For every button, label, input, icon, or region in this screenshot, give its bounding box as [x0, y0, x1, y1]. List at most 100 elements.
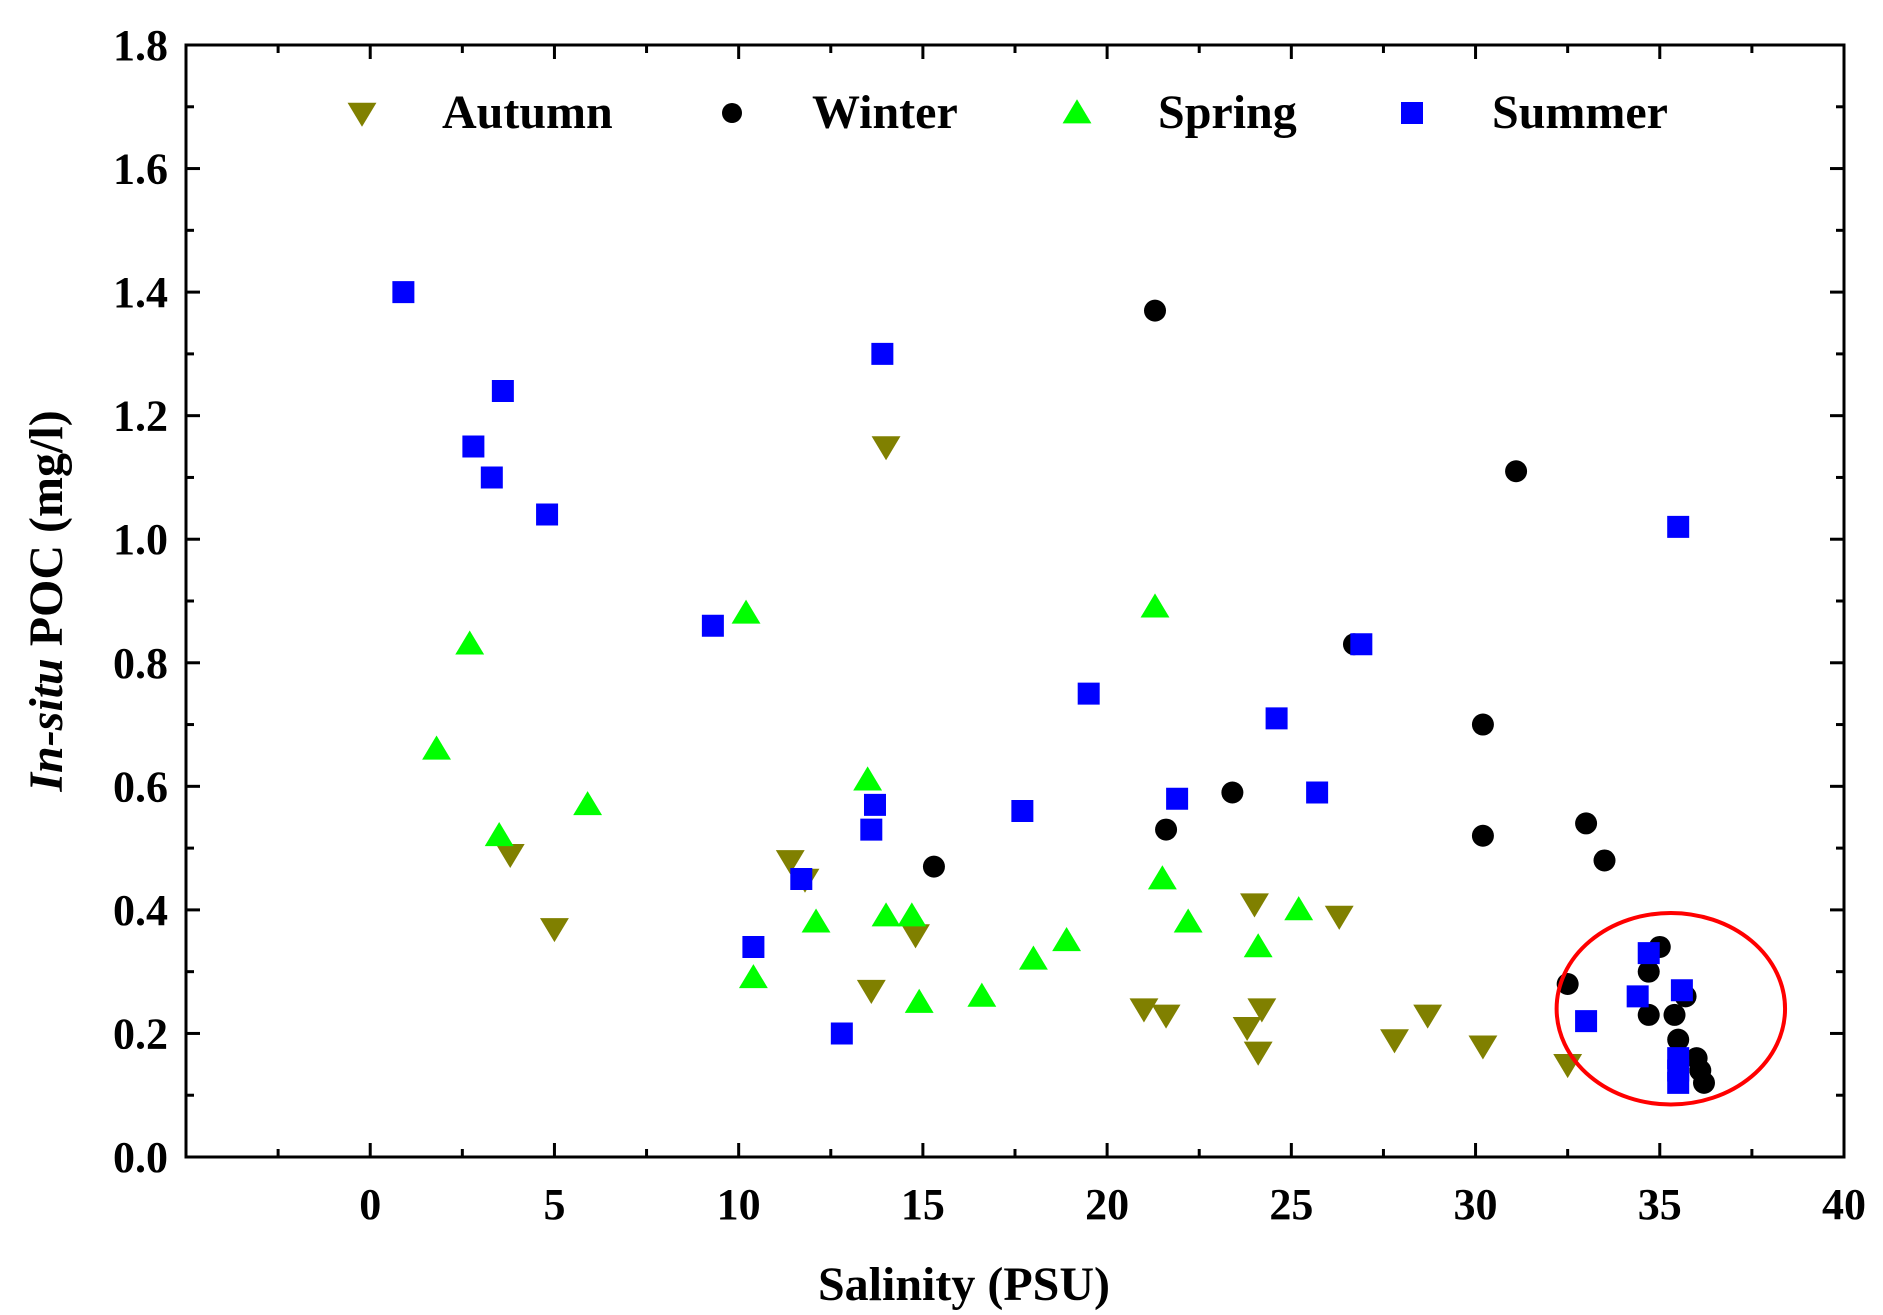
winter-point [1505, 460, 1528, 483]
autumn-point [1232, 1016, 1262, 1042]
winter-point [1575, 812, 1598, 835]
summer-point [701, 614, 724, 637]
winter-point [1637, 960, 1660, 983]
data-points [392, 281, 1715, 1094]
autumn-point [871, 436, 901, 461]
autumn-point [1151, 1004, 1181, 1029]
spring-point [738, 964, 768, 989]
y-tick-label: 1.8 [113, 21, 168, 70]
spring-point [904, 988, 934, 1013]
x-tick-label: 40 [1822, 1180, 1866, 1229]
winter-point [1471, 824, 1494, 847]
legend-label-spring: Spring [1158, 86, 1297, 139]
summer-point [462, 435, 485, 458]
y-tick-label: 1.0 [113, 515, 168, 564]
x-tick-label: 5 [543, 1180, 565, 1229]
summer-point [1077, 682, 1100, 705]
spring-point [967, 982, 997, 1007]
summer-point [871, 342, 894, 365]
summer-point [1350, 633, 1373, 656]
autumn-point [540, 918, 569, 943]
y-tick-label: 0.2 [113, 1009, 168, 1058]
spring-point [1140, 593, 1170, 618]
winter-point [1593, 849, 1616, 872]
autumn-point [856, 979, 886, 1004]
summer-point [1626, 985, 1649, 1008]
spring-point [853, 766, 883, 791]
x-tick-label: 15 [901, 1180, 945, 1229]
legend-item-winter: Winter [722, 86, 958, 139]
spring-point [455, 630, 485, 655]
legend-marker-summer [1401, 102, 1423, 124]
spring-point [1018, 945, 1048, 970]
summer-point [536, 503, 559, 526]
legend-item-spring: Spring [1062, 86, 1297, 139]
x-tick-label: 30 [1454, 1180, 1498, 1229]
y-tick-label: 1.6 [113, 145, 168, 194]
summer-point [790, 868, 813, 890]
spring-point [731, 599, 761, 624]
summer-point [1575, 1010, 1598, 1033]
y-axis-title: In-situ POC (mg/l) [20, 410, 73, 792]
y-tick-label: 0.0 [113, 1133, 168, 1182]
highlight-ellipse [1554, 910, 1788, 1107]
y-axis-title-italic: In-situ [20, 658, 73, 792]
x-tick-label: 20 [1085, 1180, 1129, 1229]
spring-point [1173, 908, 1203, 933]
autumn-point [1129, 998, 1159, 1023]
spring-point [422, 735, 451, 760]
legend-label-winter: Winter [812, 86, 958, 139]
series-summer [392, 281, 1693, 1094]
winter-point [1692, 1071, 1715, 1094]
autumn-point [495, 843, 525, 869]
winter-point [1144, 299, 1167, 322]
summer-point [1011, 800, 1034, 823]
y-tick-label: 0.4 [113, 886, 168, 935]
x-axis-title: Salinity (PSU) [818, 1258, 1110, 1311]
y-tick-labels: 0.0 0.2 0.4 0.6 0.8 1.0 1.2 1.4 1.6 1.8 [113, 21, 168, 1182]
summer-point [1670, 979, 1693, 1002]
y-tick-label: 0.8 [113, 639, 168, 688]
y-tick-label: 0.6 [113, 762, 168, 811]
legend-item-summer: Summer [1401, 86, 1668, 139]
autumn-point [1324, 905, 1354, 930]
spring-point [1243, 933, 1273, 958]
summer-point [830, 1022, 853, 1045]
summer-point [1637, 942, 1660, 965]
summer-point [1667, 1071, 1690, 1094]
winter-point [1471, 713, 1494, 736]
spring-point [871, 902, 901, 927]
autumn-point [1247, 998, 1277, 1023]
autumn-point [1243, 1041, 1273, 1066]
spring-point [897, 902, 927, 927]
spring-point [1052, 927, 1082, 952]
winter-point [1221, 781, 1244, 804]
spring-point [801, 908, 831, 933]
legend: Autumn Winter Spring Summer [347, 86, 1668, 139]
spring-point [573, 791, 603, 816]
legend-label-autumn: Autumn [442, 86, 613, 139]
winter-point [922, 855, 945, 878]
summer-point [863, 793, 886, 816]
winter-point [1663, 1003, 1686, 1026]
legend-label-summer: Summer [1492, 86, 1668, 139]
x-tick-label: 10 [717, 1180, 761, 1229]
spring-point [1284, 896, 1314, 921]
summer-point [491, 379, 514, 402]
autumn-point [901, 924, 930, 949]
legend-marker-autumn [347, 102, 377, 127]
autumn-point [1468, 1035, 1498, 1060]
x-tick-label: 35 [1638, 1180, 1682, 1229]
series-autumn [495, 436, 1583, 1079]
spring-point [484, 822, 514, 847]
tick-marks [186, 43, 1846, 1159]
legend-marker-spring [1062, 99, 1092, 124]
summer-point [742, 935, 765, 958]
summer-point [1306, 781, 1329, 804]
autumn-point [775, 850, 805, 875]
winter-point [1667, 1028, 1690, 1051]
y-tick-label: 1.4 [113, 268, 168, 317]
autumn-point [1380, 1029, 1409, 1054]
